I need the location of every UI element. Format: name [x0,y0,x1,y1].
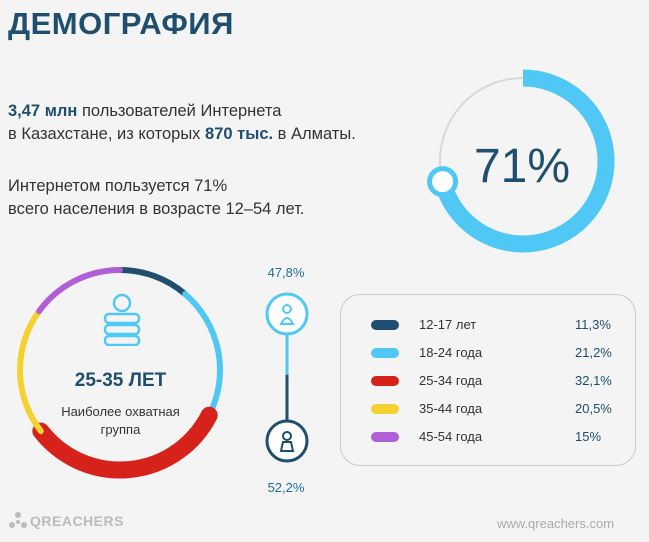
penetration-remainder-arc [439,77,524,182]
footer-site: www.qreachers.com [497,516,615,531]
penetration-line2: всего населения в возрасте 12–54 лет. [8,200,305,218]
legend-label: 18-24 года [419,345,483,360]
legend-swatch [371,348,399,358]
male-pct: 52,2% [267,480,305,495]
age-segment-1 [182,291,223,419]
almaty-value: 870 тыс. [205,125,274,143]
female-pct: 47,8% [267,265,305,280]
legend-item: 25-34 года 32,1% [371,371,621,391]
legend-label: 45-54 года [419,429,483,444]
legend-label: 12-17 лет [419,317,477,332]
users-value: 3,47 млн [8,102,78,120]
legend-value: 21,2% [575,345,612,360]
legend-swatch [371,432,399,442]
age-group-title: 25-35 ЛЕТ [74,370,167,391]
users-line2-suffix: в Алматы. [273,125,356,143]
age-segment-4 [36,267,123,315]
age-group-subtitle-line1: Наиболее охватная [61,404,180,419]
users-stat: 3,47 млн пользователей Интернета в Казах… [8,100,356,146]
legend-value: 32,1% [575,373,612,388]
penetration-donut [427,69,615,253]
female-icon [265,292,309,336]
legend-label: 35-44 года [419,401,483,416]
legend-value: 15% [575,429,602,444]
legend-value: 11,3% [575,317,611,332]
age-segment-2 [32,406,218,479]
age-group-subtitle: Наиболее охватная группа [38,403,203,439]
age-segment-3 [17,308,44,435]
users-text: пользователей Интернета [77,102,282,120]
legend-swatch [371,404,399,414]
penetration-value-arc [434,69,615,253]
legend: 12-17 лет 11,3% 18-24 года 21,2% 25-34 г… [340,294,636,466]
person-group-icon [103,293,141,346]
age-segment-0 [117,267,189,298]
penetration-stat: Интернетом пользуется 71% всего населени… [8,175,305,221]
age-donut [17,267,223,479]
legend-item: 12-17 лет 11,3% [371,315,621,335]
age-group-subtitle-line2: группа [100,422,141,437]
gender-connector [265,292,309,463]
legend-value: 20,5% [575,401,612,416]
qreachers-logo-icon [9,512,27,528]
penetration-value: 71% [473,140,571,193]
legend-item: 35-44 года 20,5% [371,399,621,419]
legend-item: 18-24 года 21,2% [371,343,621,363]
penetration-line1: Интернетом пользуется 71% [8,177,228,195]
footer-logo-text: QREACHERS [30,513,124,529]
legend-swatch [371,376,399,386]
penetration-end-marker [427,166,459,198]
legend-item: 45-54 года 15% [371,427,621,447]
male-icon [265,419,309,463]
page-title: ДЕМОГРАФИЯ [8,6,234,41]
legend-label: 25-34 года [419,373,483,388]
users-line2-prefix: в Казахстане, из которых [8,125,206,143]
legend-swatch [371,320,399,330]
